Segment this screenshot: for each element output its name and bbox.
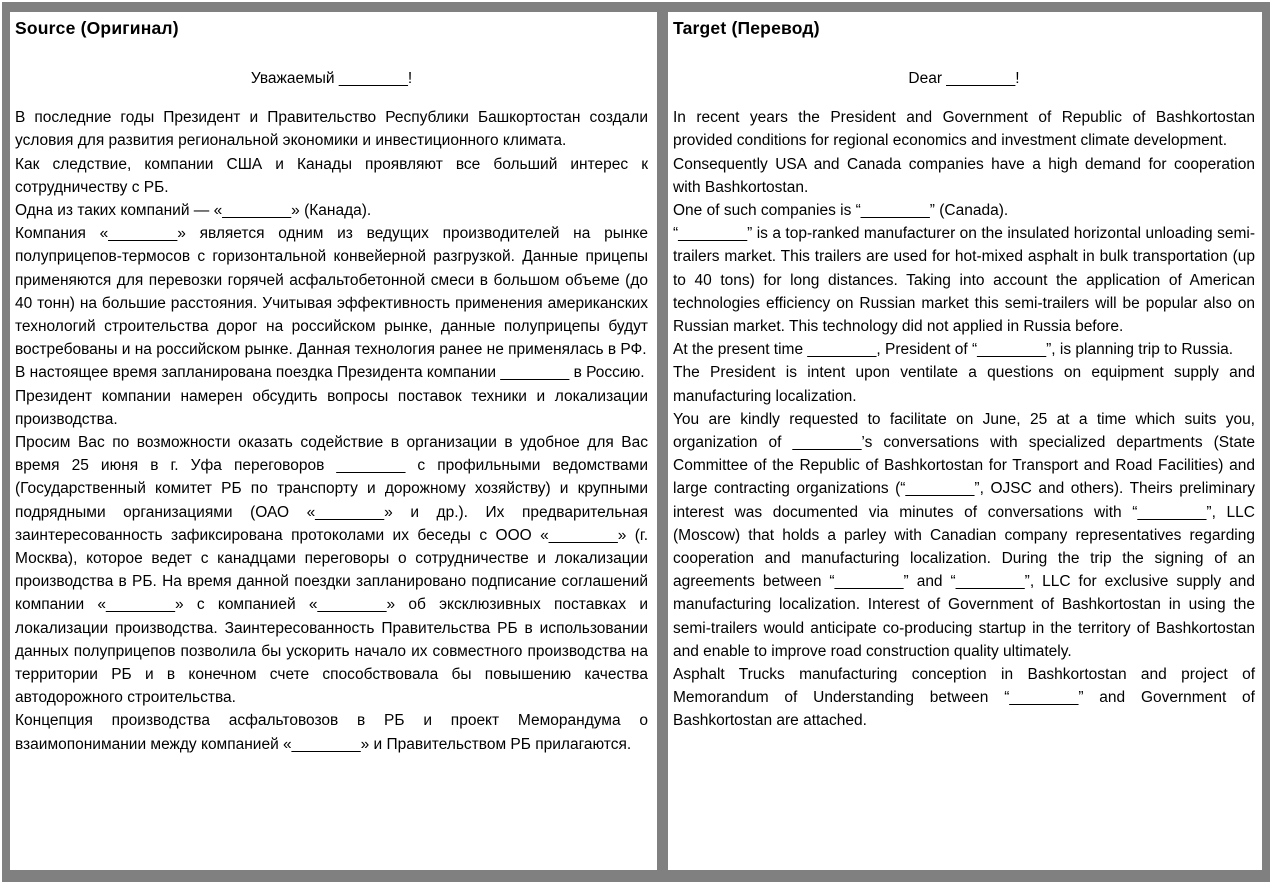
paragraph: В последние годы Президент и Правительст… xyxy=(15,109,648,150)
source-header: Source (Оригинал) xyxy=(15,18,179,38)
paragraph: Asphalt Trucks manufacturing conception … xyxy=(673,666,1255,730)
paragraph: Компания «________» является одним из ве… xyxy=(15,225,648,359)
paragraph: Просим Вас по возможности оказать содейс… xyxy=(15,434,648,707)
paragraph: The President is intent upon ventilate a… xyxy=(673,364,1255,405)
paragraph: В настоящее время запланирована поездка … xyxy=(15,364,645,382)
paragraph: You are kindly requested to facilitate o… xyxy=(673,410,1255,660)
paragraph: At the present time ________, President … xyxy=(673,341,1234,359)
source-panel: Source (Оригинал) Уважаемый ________! В … xyxy=(10,12,657,870)
target-panel: Target (Перевод) Dear ________! In recen… xyxy=(668,12,1262,870)
paragraph: Consequently USA and Canada companies ha… xyxy=(673,155,1255,196)
paragraph: Как следствие, компании США и Канады про… xyxy=(15,155,648,196)
paragraph: Одна из таких компаний — «________» (Кан… xyxy=(15,202,372,220)
target-header: Target (Перевод) xyxy=(673,18,820,38)
source-salutation: Уважаемый ________! xyxy=(250,70,413,87)
paragraph: Концепция производства асфальтовозов в Р… xyxy=(15,712,648,753)
paragraph: In recent years the President and Govern… xyxy=(673,109,1255,150)
paragraph: Президент компании намерен обсудить вопр… xyxy=(15,387,648,428)
target-salutation: Dear ________! xyxy=(908,70,1020,87)
paragraph: “________” is a top-ranked manufacturer … xyxy=(673,225,1255,336)
paragraph: One of such companies is “________” (Can… xyxy=(673,202,1009,220)
source-paragraphs: В последние годы Президент и Правительст… xyxy=(15,106,648,756)
target-paragraphs: In recent years the President and Govern… xyxy=(673,106,1255,732)
